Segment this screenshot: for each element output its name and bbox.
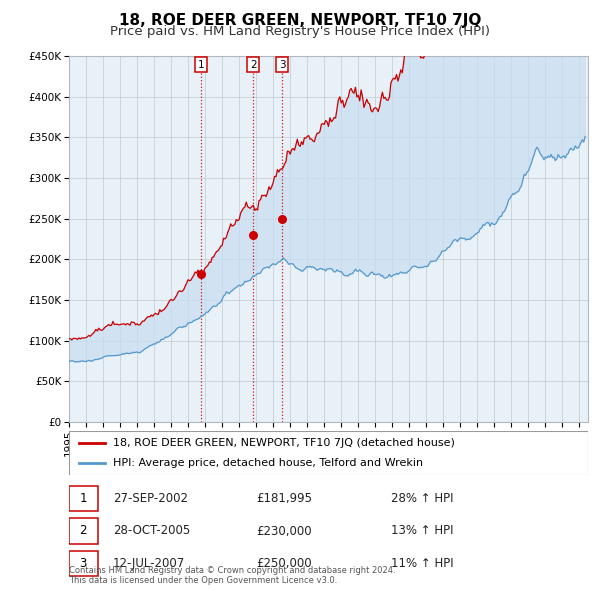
FancyBboxPatch shape (69, 519, 98, 543)
Text: 2: 2 (250, 60, 257, 70)
Text: 2: 2 (80, 525, 87, 537)
Text: 28-OCT-2005: 28-OCT-2005 (113, 525, 190, 537)
Text: 27-SEP-2002: 27-SEP-2002 (113, 493, 188, 506)
Text: £181,995: £181,995 (256, 493, 312, 506)
FancyBboxPatch shape (69, 486, 98, 512)
Text: 3: 3 (80, 556, 87, 569)
Text: 12-JUL-2007: 12-JUL-2007 (113, 556, 185, 569)
Text: 18, ROE DEER GREEN, NEWPORT, TF10 7JQ: 18, ROE DEER GREEN, NEWPORT, TF10 7JQ (119, 13, 481, 28)
Text: 1: 1 (80, 493, 87, 506)
Text: HPI: Average price, detached house, Telford and Wrekin: HPI: Average price, detached house, Telf… (113, 458, 423, 468)
Text: 13% ↑ HPI: 13% ↑ HPI (391, 525, 453, 537)
Text: £230,000: £230,000 (256, 525, 311, 537)
Text: 1: 1 (197, 60, 204, 70)
Text: £250,000: £250,000 (256, 556, 311, 569)
FancyBboxPatch shape (69, 550, 98, 576)
Text: Contains HM Land Registry data © Crown copyright and database right 2024.
This d: Contains HM Land Registry data © Crown c… (69, 566, 395, 585)
Text: 3: 3 (279, 60, 286, 70)
Text: 11% ↑ HPI: 11% ↑ HPI (391, 556, 454, 569)
FancyBboxPatch shape (69, 431, 588, 475)
Text: Price paid vs. HM Land Registry's House Price Index (HPI): Price paid vs. HM Land Registry's House … (110, 25, 490, 38)
Text: 18, ROE DEER GREEN, NEWPORT, TF10 7JQ (detached house): 18, ROE DEER GREEN, NEWPORT, TF10 7JQ (d… (113, 438, 455, 448)
Text: 28% ↑ HPI: 28% ↑ HPI (391, 493, 453, 506)
